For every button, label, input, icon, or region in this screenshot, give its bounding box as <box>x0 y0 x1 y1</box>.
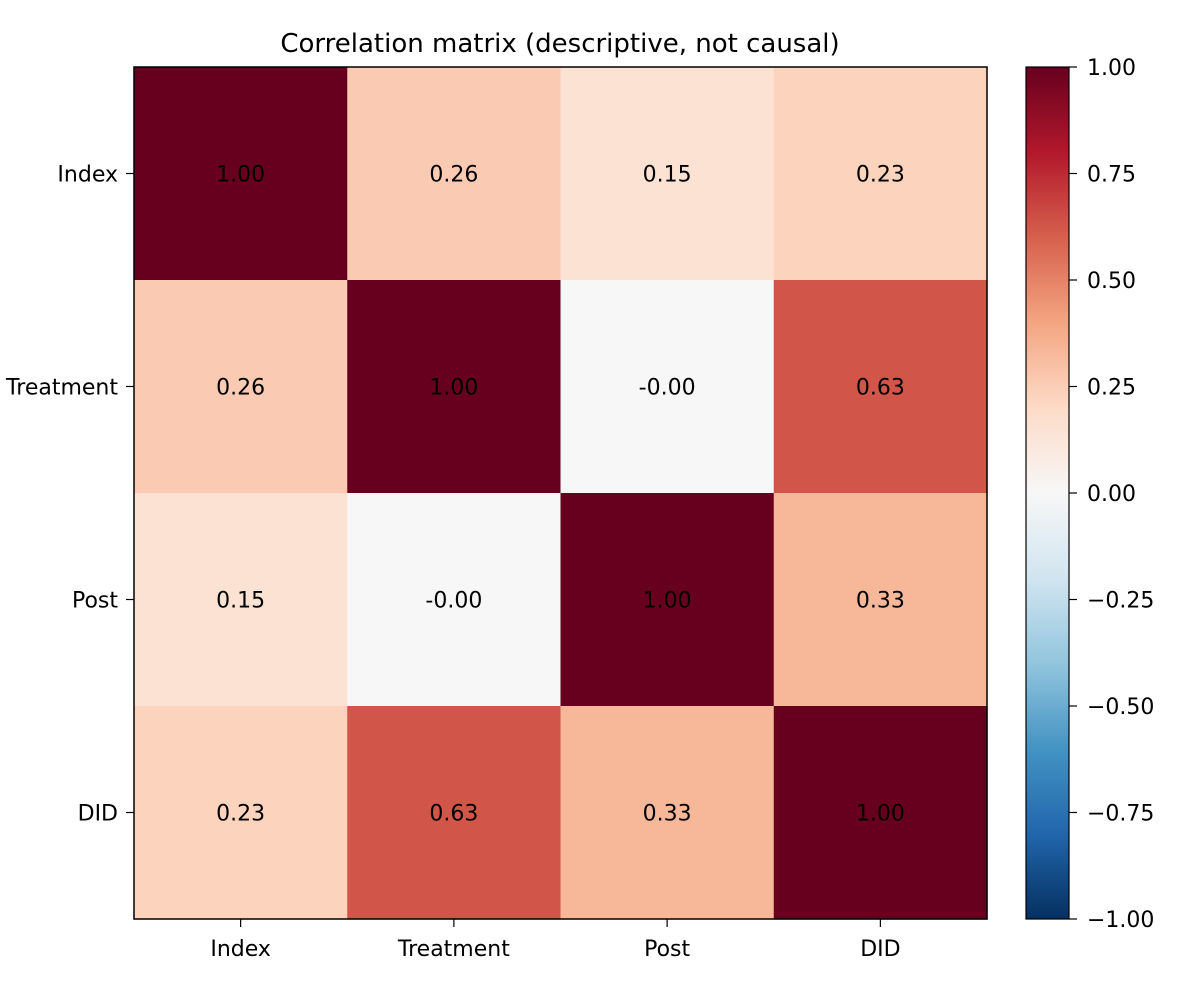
colorbar-tick-label: 1.00 <box>1087 56 1136 81</box>
colorbar-tick-label: −0.50 <box>1087 695 1154 720</box>
heatmap-cell <box>773 493 988 707</box>
heatmap-cell-label: 0.23 <box>856 163 905 188</box>
heatmap-cell-label: 0.63 <box>429 802 478 827</box>
colorbar-tick-label: −1.00 <box>1087 908 1154 933</box>
heatmap-cell <box>134 493 348 707</box>
colorbar-tick-label: −0.25 <box>1087 589 1154 614</box>
y-axis: Index Treatment Post DID <box>5 163 134 827</box>
heatmap-cell <box>347 67 562 281</box>
heatmap-cell <box>134 67 348 281</box>
y-tick-label: Index <box>57 163 118 188</box>
heatmap-cell-label: 1.00 <box>856 802 905 827</box>
heatmap-cell <box>347 493 562 707</box>
heatmap-cell <box>560 493 775 707</box>
colorbar-tick-label: 0.00 <box>1087 482 1136 507</box>
heatmap-cell <box>773 706 988 920</box>
heatmap-cell-label: 1.00 <box>643 589 692 614</box>
colorbar-tick-label: 0.50 <box>1087 269 1136 294</box>
y-tick-label: DID <box>78 802 118 827</box>
x-tick-label: DID <box>860 937 900 962</box>
y-tick-label: Treatment <box>5 376 118 401</box>
heatmap-cell <box>134 280 348 494</box>
heatmap-cell-labels: 1.00 0.26 0.15 0.23 0.26 1.00 -0.00 0.63 0.15 -0.… <box>216 163 905 827</box>
heatmap-cell-label: -0.00 <box>425 589 482 614</box>
x-tick-label: Index <box>210 937 271 962</box>
heatmap-cell <box>347 706 562 920</box>
heatmap-cell-label: 0.26 <box>216 376 265 401</box>
x-axis: Index Treatment Post DID <box>210 919 901 962</box>
heatmap-cell-label: 0.33 <box>856 589 905 614</box>
x-tick-label: Post <box>644 937 690 962</box>
heatmap-cells <box>134 67 988 920</box>
colorbar-tick-label: 0.75 <box>1087 163 1136 188</box>
heatmap-cell-label: 0.15 <box>643 163 692 188</box>
heatmap-cell <box>773 280 988 494</box>
heatmap-cell-label: 1.00 <box>429 376 478 401</box>
heatmap-cell-label: 0.23 <box>216 802 265 827</box>
heatmap-cell-label: -0.00 <box>639 376 696 401</box>
heatmap-cell <box>134 706 348 920</box>
heatmap-cell <box>560 706 775 920</box>
colorbar-axis: 1.00 0.75 0.50 0.25 0.00 −0.25 −0.50 −0.75 −1.00 <box>1069 56 1154 933</box>
colorbar-tick-label: 0.25 <box>1087 376 1136 401</box>
heatmap-cell-label: 0.26 <box>429 163 478 188</box>
y-tick-label: Post <box>72 589 118 614</box>
chart-title: Correlation matrix (descriptive, not cau… <box>280 29 839 59</box>
x-tick-label: Treatment <box>397 937 510 962</box>
heatmap-cell <box>560 280 775 494</box>
colorbar-tick-label: −0.75 <box>1087 802 1154 827</box>
heatmap-cell-label: 0.15 <box>216 589 265 614</box>
heatmap-cell-label: 0.33 <box>643 802 692 827</box>
heatmap-cell <box>773 67 988 281</box>
colorbar <box>1025 66 1070 920</box>
heatmap-cell-label: 0.63 <box>856 376 905 401</box>
heatmap-cell <box>560 67 775 281</box>
heatmap-frame <box>133 66 988 920</box>
heatmap-cell <box>347 280 562 494</box>
heatmap-cell-label: 1.00 <box>216 163 265 188</box>
